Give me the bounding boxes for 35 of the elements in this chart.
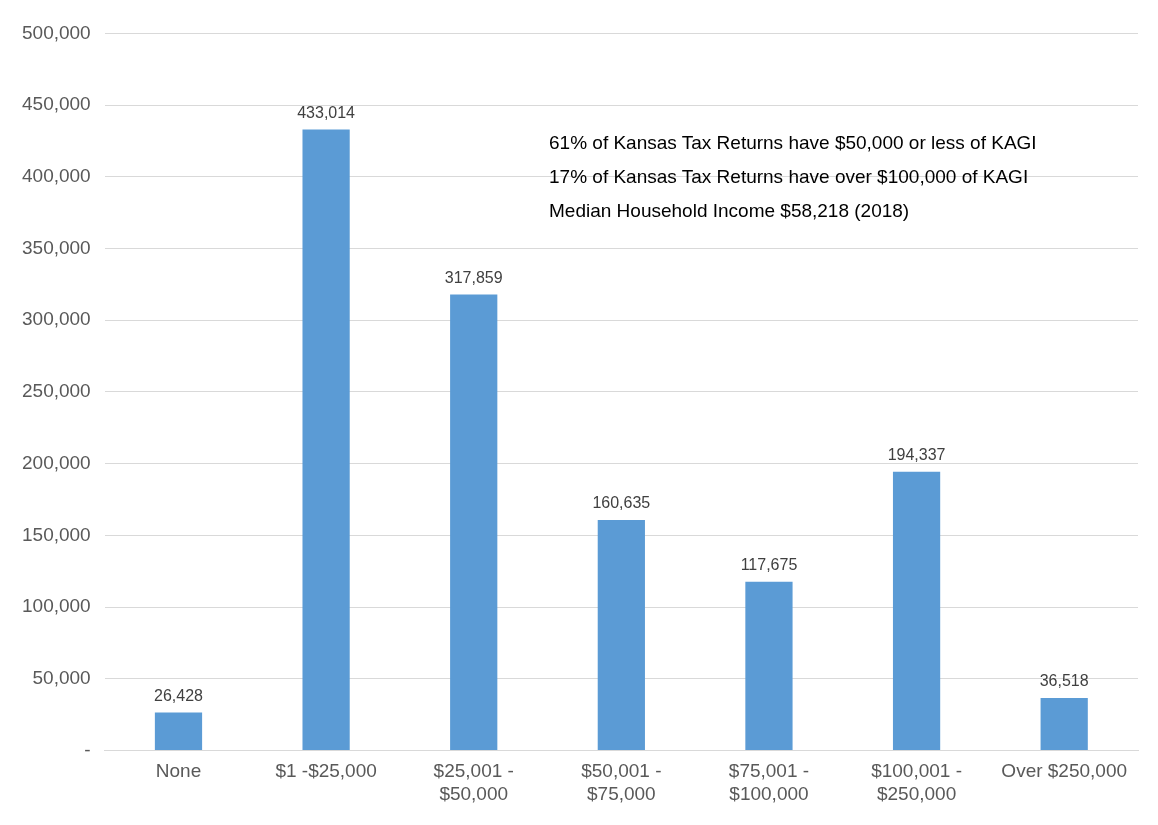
x-tick-label: Over $250,000	[1001, 760, 1128, 782]
data-label: 433,014	[297, 103, 356, 121]
y-tick-label: 300,000	[21, 308, 91, 330]
data-label: 317,859	[444, 269, 503, 286]
x-tick-label: $75,001 - $100,000	[728, 760, 810, 804]
x-tick-label: $100,001 - $250,000	[871, 760, 962, 804]
data-label: 194,337	[887, 446, 946, 464]
y-tick-label: 150,000	[21, 523, 91, 545]
y-tick-label: 450,000	[21, 93, 91, 115]
y-tick-label: 350,000	[21, 236, 91, 258]
data-label: 117,675	[740, 556, 798, 574]
data-label: 36,518	[1039, 672, 1089, 690]
annotation: 61% of Kansas Tax Returns have $50,000 or less of KAGI	[549, 131, 1037, 153]
x-tick-label: None	[155, 760, 202, 782]
y-tick-label: -	[84, 738, 91, 760]
bar	[892, 471, 941, 750]
bar	[154, 712, 203, 750]
y-tick-label: 400,000	[21, 165, 91, 187]
y-tick-label: 500,000	[21, 21, 91, 43]
y-tick-label: 250,000	[21, 380, 91, 402]
bar	[597, 520, 645, 750]
y-tick-label: 50,000	[32, 666, 91, 688]
data-label: 160,635	[592, 494, 651, 512]
data-label: 26,428	[154, 686, 204, 704]
y-tick-label: 100,000	[21, 595, 91, 617]
bar	[450, 294, 498, 750]
bar	[745, 581, 793, 750]
annotation: 17% of Kansas Tax Returns have over $100,000 of KAGI	[549, 165, 1029, 187]
x-tick-label: $25,001 - $50,000	[433, 760, 514, 804]
y-tick-label: 200,000	[21, 451, 91, 473]
x-tick-label: $1 -$25,000	[275, 760, 377, 782]
bar	[1040, 698, 1088, 750]
annotation: Median Household Income $58,218 (2018)	[549, 199, 910, 221]
bar	[302, 129, 350, 750]
x-tick-label: $50,001 - $75,000	[581, 760, 662, 804]
